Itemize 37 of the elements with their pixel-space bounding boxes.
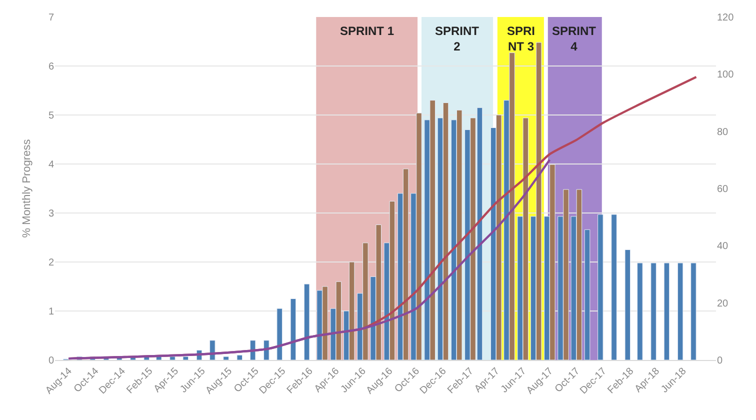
bar xyxy=(170,356,176,360)
bar xyxy=(637,262,643,360)
bar xyxy=(677,262,684,360)
band-label: SPRI NT 3 xyxy=(507,24,536,54)
y2-tick-label: 120 xyxy=(717,12,734,24)
y2-tick-label: 80 xyxy=(717,126,729,138)
bar xyxy=(598,214,604,360)
y-tick-label: 1 xyxy=(48,306,54,318)
bar xyxy=(624,250,631,360)
y2-tick-label: 0 xyxy=(717,356,723,366)
bar xyxy=(290,298,296,360)
bar xyxy=(182,356,189,360)
bar xyxy=(223,356,229,360)
y2-tick-label: 60 xyxy=(717,184,729,195)
y-tick-label: 5 xyxy=(48,110,54,122)
y-tick-label: 3 xyxy=(48,208,54,220)
y-tick-label: 7 xyxy=(48,12,54,24)
line-series xyxy=(68,158,551,360)
bar xyxy=(236,354,243,360)
y-tick-label: 2 xyxy=(48,258,54,268)
y2-tick-label: 100 xyxy=(717,70,734,81)
bar xyxy=(276,308,282,360)
y-axis-title: % Monthly Progress xyxy=(21,138,34,238)
y-tick-label: 6 xyxy=(48,62,54,72)
bar xyxy=(690,262,696,360)
band-label: SPRINT 2 xyxy=(435,24,480,54)
bar xyxy=(304,284,310,360)
y-tick-label: 4 xyxy=(48,160,54,170)
band-label: SPRINT 1 xyxy=(340,24,394,38)
bar xyxy=(611,214,617,360)
bar xyxy=(650,262,656,360)
y2-tick-label: 20 xyxy=(717,298,729,310)
bar xyxy=(664,262,670,360)
y2-tick-label: 40 xyxy=(717,241,729,252)
bar xyxy=(584,229,590,360)
y-tick-label: 0 xyxy=(48,356,54,366)
band-label: SPRINT 4 xyxy=(552,24,597,54)
